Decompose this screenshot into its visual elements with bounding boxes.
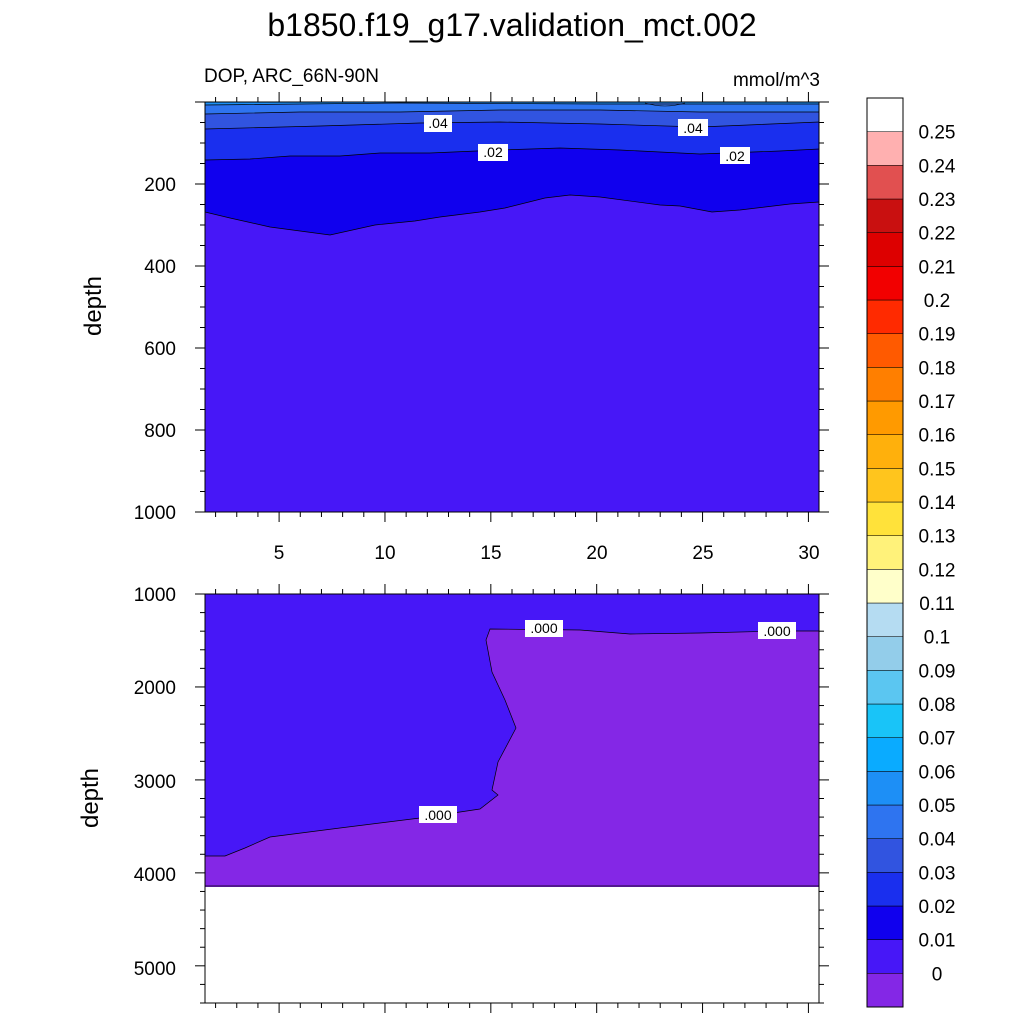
colorbar-box	[866, 771, 904, 806]
colorbar-box	[866, 434, 904, 469]
lower-y-axis-label: depth	[77, 768, 104, 828]
x-tick-label: 20	[586, 543, 607, 564]
colorbar-label: 0.23	[919, 190, 956, 211]
lower-axis-ticks	[195, 584, 829, 1013]
colorbar-label: 0.19	[919, 325, 956, 346]
colorbar-label: 0.22	[919, 224, 956, 245]
upper-panel: .04 .04 .02 .02 200 400 600 800 1000 5 1…	[80, 92, 829, 564]
contour-label: .02	[483, 144, 503, 160]
lower-y-tick-labels: 1000 2000 3000 4000 5000	[134, 585, 176, 980]
colorbar-label: 0.25	[919, 123, 956, 144]
colorbar-label: 0.18	[919, 358, 956, 379]
colorbar-label: 0.2	[924, 291, 950, 312]
x-tick-label: 25	[692, 543, 713, 564]
upper-y-tick-labels: 200 400 600 800 1000	[134, 175, 176, 524]
upper-contour-labels: .04 .04 .02 .02	[424, 115, 750, 164]
colorbar-label: 0.05	[919, 796, 956, 817]
y-tick-label: 200	[144, 175, 176, 196]
colorbar-box	[866, 266, 904, 301]
colorbar-label: 0.11	[919, 594, 955, 615]
y-tick-label: 2000	[134, 678, 176, 699]
colorbar-label: 0.03	[919, 863, 956, 884]
x-tick-label: 30	[798, 543, 819, 564]
colorbar-box	[866, 501, 904, 536]
colorbar-box	[866, 905, 904, 940]
colorbar-label: 0.21	[919, 257, 956, 278]
colorbar-label: 0.06	[919, 762, 956, 783]
colorbar: 0 0.01 0.02 0.03 0.04 0.05 0.06 0.07 0.08 0.09 0.1…	[866, 97, 956, 1008]
colorbar-label: 0.14	[919, 493, 956, 514]
lower-contour-line	[205, 628, 819, 857]
upper-axis-ticks	[195, 92, 829, 522]
colorbar-label: 0.02	[919, 897, 956, 918]
y-tick-label: 3000	[134, 772, 176, 793]
colorbar-box	[866, 838, 904, 873]
colorbar-label: 0	[932, 964, 943, 985]
colorbar-box	[866, 636, 904, 671]
colorbar-box	[866, 198, 904, 233]
colorbar-frame	[866, 97, 904, 1008]
lower-panel: .000 .000 .000 1000 2000 3000 4000 5000 …	[77, 584, 829, 1013]
y-tick-label: 5000	[134, 959, 176, 980]
colorbar-box	[866, 737, 904, 772]
colorbar-box	[866, 232, 904, 267]
y-tick-label: 4000	[134, 865, 176, 886]
colorbar-box	[866, 165, 904, 200]
x-tick-label: 10	[374, 543, 395, 564]
contour-label: .000	[424, 807, 451, 823]
upper-x-tick-labels: 5 10 15 20 25 30	[274, 543, 820, 564]
upper-y-axis-label: depth	[80, 276, 107, 336]
colorbar-box	[866, 973, 904, 1008]
colorbar-label: 0.07	[919, 729, 956, 750]
colorbar-labels: 0 0.01 0.02 0.03 0.04 0.05 0.06 0.07 0.08 0.09 0.1…	[919, 123, 956, 986]
colorbar-box	[866, 468, 904, 503]
lower-contour-labels: .000 .000 .000	[419, 620, 796, 823]
x-tick-label: 15	[480, 543, 501, 564]
colorbar-label: 0.12	[919, 560, 956, 581]
y-tick-label: 1000	[134, 585, 176, 606]
colorbar-box	[866, 400, 904, 435]
colorbar-label: 0.13	[919, 527, 956, 548]
x-tick-label: 5	[274, 543, 285, 564]
colorbar-box	[866, 569, 904, 604]
subtitle-left: DOP, ARC_66N-90N	[204, 66, 379, 87]
colorbar-box	[866, 299, 904, 334]
colorbar-box	[866, 535, 904, 570]
contour-label: .02	[725, 148, 745, 164]
colorbar-box	[866, 670, 904, 705]
colorbar-box	[866, 602, 904, 637]
contour-label: .000	[530, 620, 557, 636]
colorbar-boxes	[866, 131, 904, 1008]
contour-label: .04	[683, 120, 703, 136]
colorbar-box	[866, 804, 904, 839]
colorbar-box	[866, 131, 904, 166]
colorbar-label: 0.04	[919, 830, 956, 851]
subtitle-right: mmol/m^3	[733, 70, 820, 91]
colorbar-label: 0.09	[919, 661, 956, 682]
contour-label: .04	[428, 115, 448, 131]
y-tick-label: 400	[144, 257, 176, 278]
colorbar-box	[866, 333, 904, 368]
colorbar-box	[866, 703, 904, 738]
colorbar-box	[866, 367, 904, 402]
lower-fill-001	[205, 594, 819, 856]
colorbar-box	[866, 939, 904, 974]
y-tick-label: 800	[144, 421, 176, 442]
contour-label: .000	[763, 623, 790, 639]
upper-contour-fills	[205, 102, 819, 512]
colorbar-label: 0.1	[924, 628, 950, 649]
colorbar-label: 0.16	[919, 426, 956, 447]
lower-contour-fills	[205, 594, 819, 887]
colorbar-label: 0.15	[919, 459, 956, 480]
colorbar-box	[866, 872, 904, 907]
colorbar-label: 0.08	[919, 695, 956, 716]
colorbar-label: 0.24	[919, 156, 956, 177]
y-tick-label: 600	[144, 339, 176, 360]
y-tick-label: 1000	[134, 503, 176, 524]
chart-title: b1850.f19_g17.validation_mct.002	[267, 7, 756, 43]
colorbar-label: 0.17	[919, 392, 956, 413]
colorbar-label: 0.01	[919, 931, 956, 952]
